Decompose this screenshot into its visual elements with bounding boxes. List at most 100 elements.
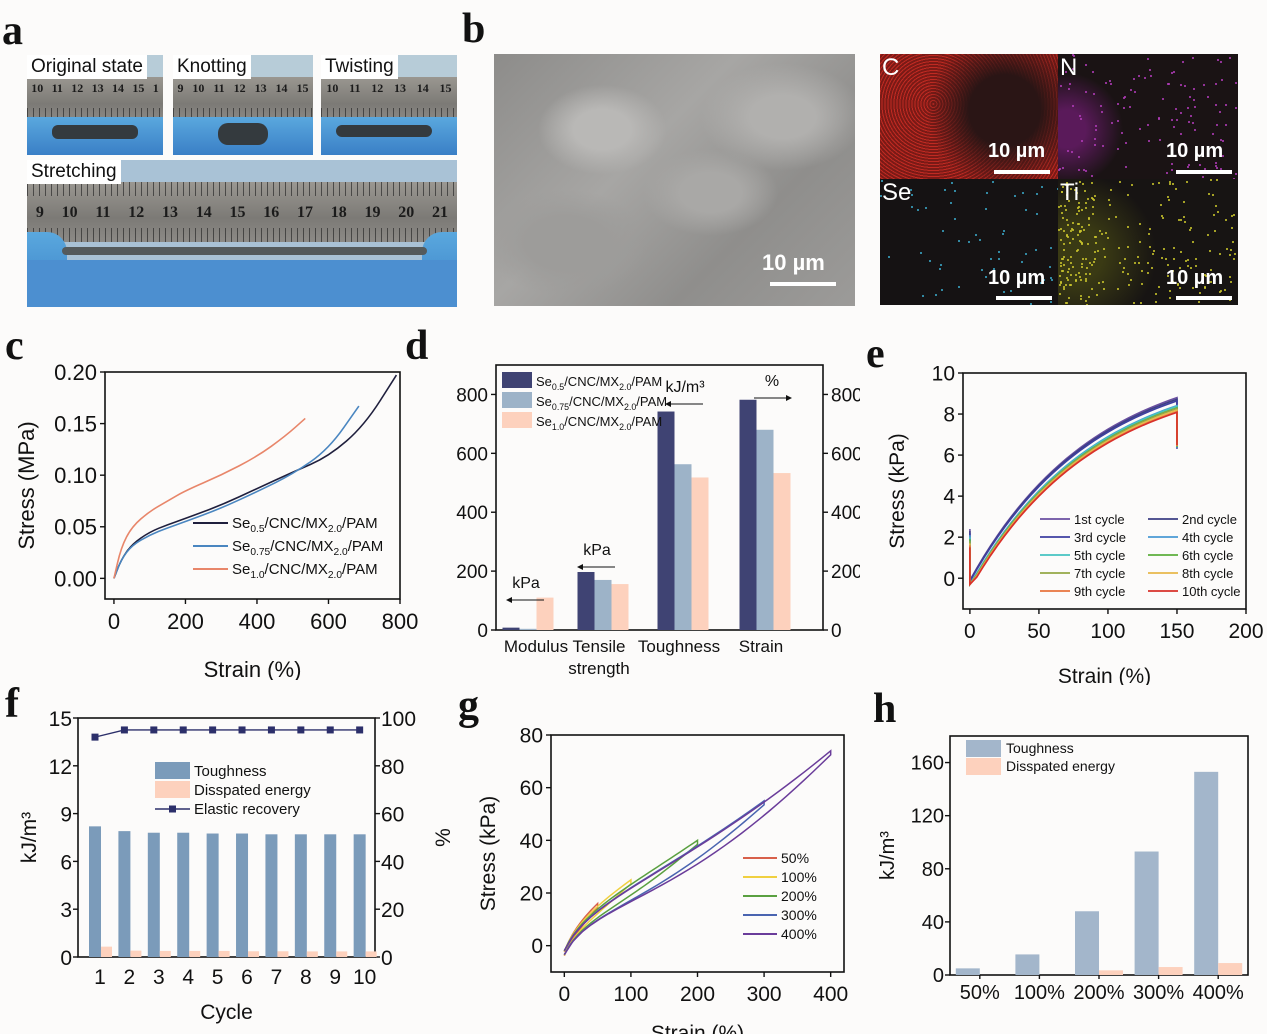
eds-signal-dot [1160, 257, 1163, 260]
eds-signal-dot [953, 218, 956, 221]
eds-signal-dot [1132, 302, 1135, 305]
eds-signal-dot [1129, 278, 1132, 281]
ruler-number: 10 [326, 81, 339, 95]
eds-signal-dot [1079, 276, 1082, 279]
eds-signal-dot [1060, 212, 1063, 215]
eds-signal-dot [1060, 258, 1063, 261]
eds-signal-dot [1158, 138, 1161, 141]
eds-signal-dot [1005, 270, 1008, 273]
eds-signal-dot [1222, 140, 1225, 143]
y-tick-label: 0.00 [54, 566, 97, 591]
y-tick-label: 160 [911, 753, 944, 775]
y-tick-label: 800 [456, 385, 488, 406]
eds-signal-dot [1228, 57, 1231, 60]
chart-d-property-bars: 0 0 200 200 400 400 600 600 800 800 Modulus Tensile… [456, 364, 860, 678]
marker-elastic-recovery-10 [356, 726, 364, 734]
eds-map-grid: C 10 µm N 10 µm Se 10 µm Ti 10 µm [880, 54, 1238, 305]
annotation-unit: kJ/m³ [665, 379, 705, 396]
legend-label: 3rd cycle [1074, 530, 1126, 545]
eds-signal-dot [1069, 229, 1072, 232]
y-tick-label: 20 [520, 883, 543, 906]
eds-signal-dot [993, 267, 996, 270]
legend-label: 400% [781, 926, 817, 942]
eds-signal-dot [1147, 140, 1150, 143]
eds-signal-dot [1147, 272, 1150, 275]
eds-signal-dot [1109, 83, 1112, 86]
eds-signal-dot [1067, 279, 1070, 282]
eds-signal-dot [1071, 150, 1074, 153]
eds-map-n: N 10 µm [1058, 54, 1238, 179]
eds-scale-label: 10 µm [1166, 140, 1224, 162]
panel-e-letter: e [866, 331, 885, 377]
y-axis-label: Stress (kPa) [886, 433, 909, 549]
eds-signal-dot [1088, 261, 1091, 264]
eds-signal-dot [1002, 229, 1005, 232]
eds-signal-dot [1041, 185, 1044, 188]
eds-signal-dot [1096, 249, 1099, 252]
eds-signal-dot [1051, 279, 1054, 282]
ruler-number: 10 [31, 81, 44, 95]
annotation-arrowhead [786, 395, 792, 401]
y-tick-label: 0.05 [54, 515, 97, 540]
y-tick-label: 10 [932, 363, 955, 386]
ruler-number: 17 [297, 204, 313, 221]
x-tick-label: 10 [353, 966, 376, 989]
eds-signal-dot [1146, 123, 1149, 126]
eds-signal-dot [1077, 156, 1080, 159]
legend-label: Toughness [1006, 740, 1074, 756]
eds-signal-dot [957, 239, 960, 242]
annotation-arrowhead [665, 401, 671, 407]
y-tick-label: 2 [943, 527, 955, 550]
eds-signal-dot [1024, 252, 1027, 255]
bar-dissipated-cycle-3 [159, 950, 171, 957]
eds-signal-dot [1177, 150, 1180, 153]
eds-signal-dot [1077, 205, 1080, 208]
eds-signal-dot [1190, 226, 1193, 229]
x-tick-label: 50% [960, 982, 1000, 1004]
ruler-number: 15 [132, 81, 145, 95]
photo-original-state: 10 11 12 13 14 15 1 Original state [27, 55, 163, 155]
eds-signal-dot [998, 258, 1001, 261]
eds-signal-dot [1096, 294, 1099, 297]
bar-dissipated-cycle-7 [277, 951, 289, 957]
ruler-number: 13 [394, 81, 407, 95]
eds-signal-dot [1207, 95, 1210, 98]
eds-signal-dot [957, 285, 960, 288]
eds-signal-dot [1079, 115, 1082, 118]
eds-signal-dot [1163, 247, 1166, 250]
marker-elastic-recovery-8 [297, 726, 305, 734]
ruler-number: 9 [177, 81, 184, 95]
panel-d-letter: d [405, 323, 429, 369]
eds-signal-dot [1186, 180, 1189, 183]
eds-signal-dot [1107, 198, 1110, 201]
eds-signal-dot [1060, 204, 1063, 207]
legend-label: Elastic recovery [194, 801, 300, 818]
eds-signal-dot [1094, 241, 1097, 244]
ruler-number: 12 [71, 81, 84, 95]
eds-signal-dot [1094, 257, 1097, 260]
eds-signal-dot [1067, 199, 1070, 202]
eds-signal-dot [1085, 91, 1088, 94]
y-tick-label: 12 [49, 756, 72, 779]
eds-signal-dot [1151, 253, 1154, 256]
eds-signal-dot [1070, 284, 1073, 287]
eds-signal-dot [1117, 288, 1120, 291]
eds-signal-dot [1189, 229, 1192, 232]
x-tick-label: 0 [964, 620, 976, 643]
eds-signal-dot [1193, 129, 1196, 132]
marker-elastic-recovery-1 [91, 733, 99, 741]
sem-image: 10 µm [494, 54, 855, 306]
legend-label: Se0.75/CNC/MX2.0/PAM [536, 394, 667, 412]
eds-signal-dot [1183, 216, 1186, 219]
bar-toughness-cycle-4 [177, 832, 190, 957]
x-tick-label: 3 [153, 966, 165, 989]
legend-label: Se0.5/CNC/MX2.0/PAM [536, 374, 662, 392]
legend-label: 300% [781, 907, 817, 923]
eds-signal-dot [1126, 272, 1129, 275]
x-tick-label: 400% [1193, 982, 1244, 1004]
annotation-unit: kPa [583, 542, 611, 559]
x-axis-label: Cycle [200, 1001, 253, 1024]
legend-label: 1st cycle [1074, 512, 1125, 527]
bar-toughness-300% [1134, 851, 1159, 975]
eds-signal-dot [1179, 267, 1182, 270]
